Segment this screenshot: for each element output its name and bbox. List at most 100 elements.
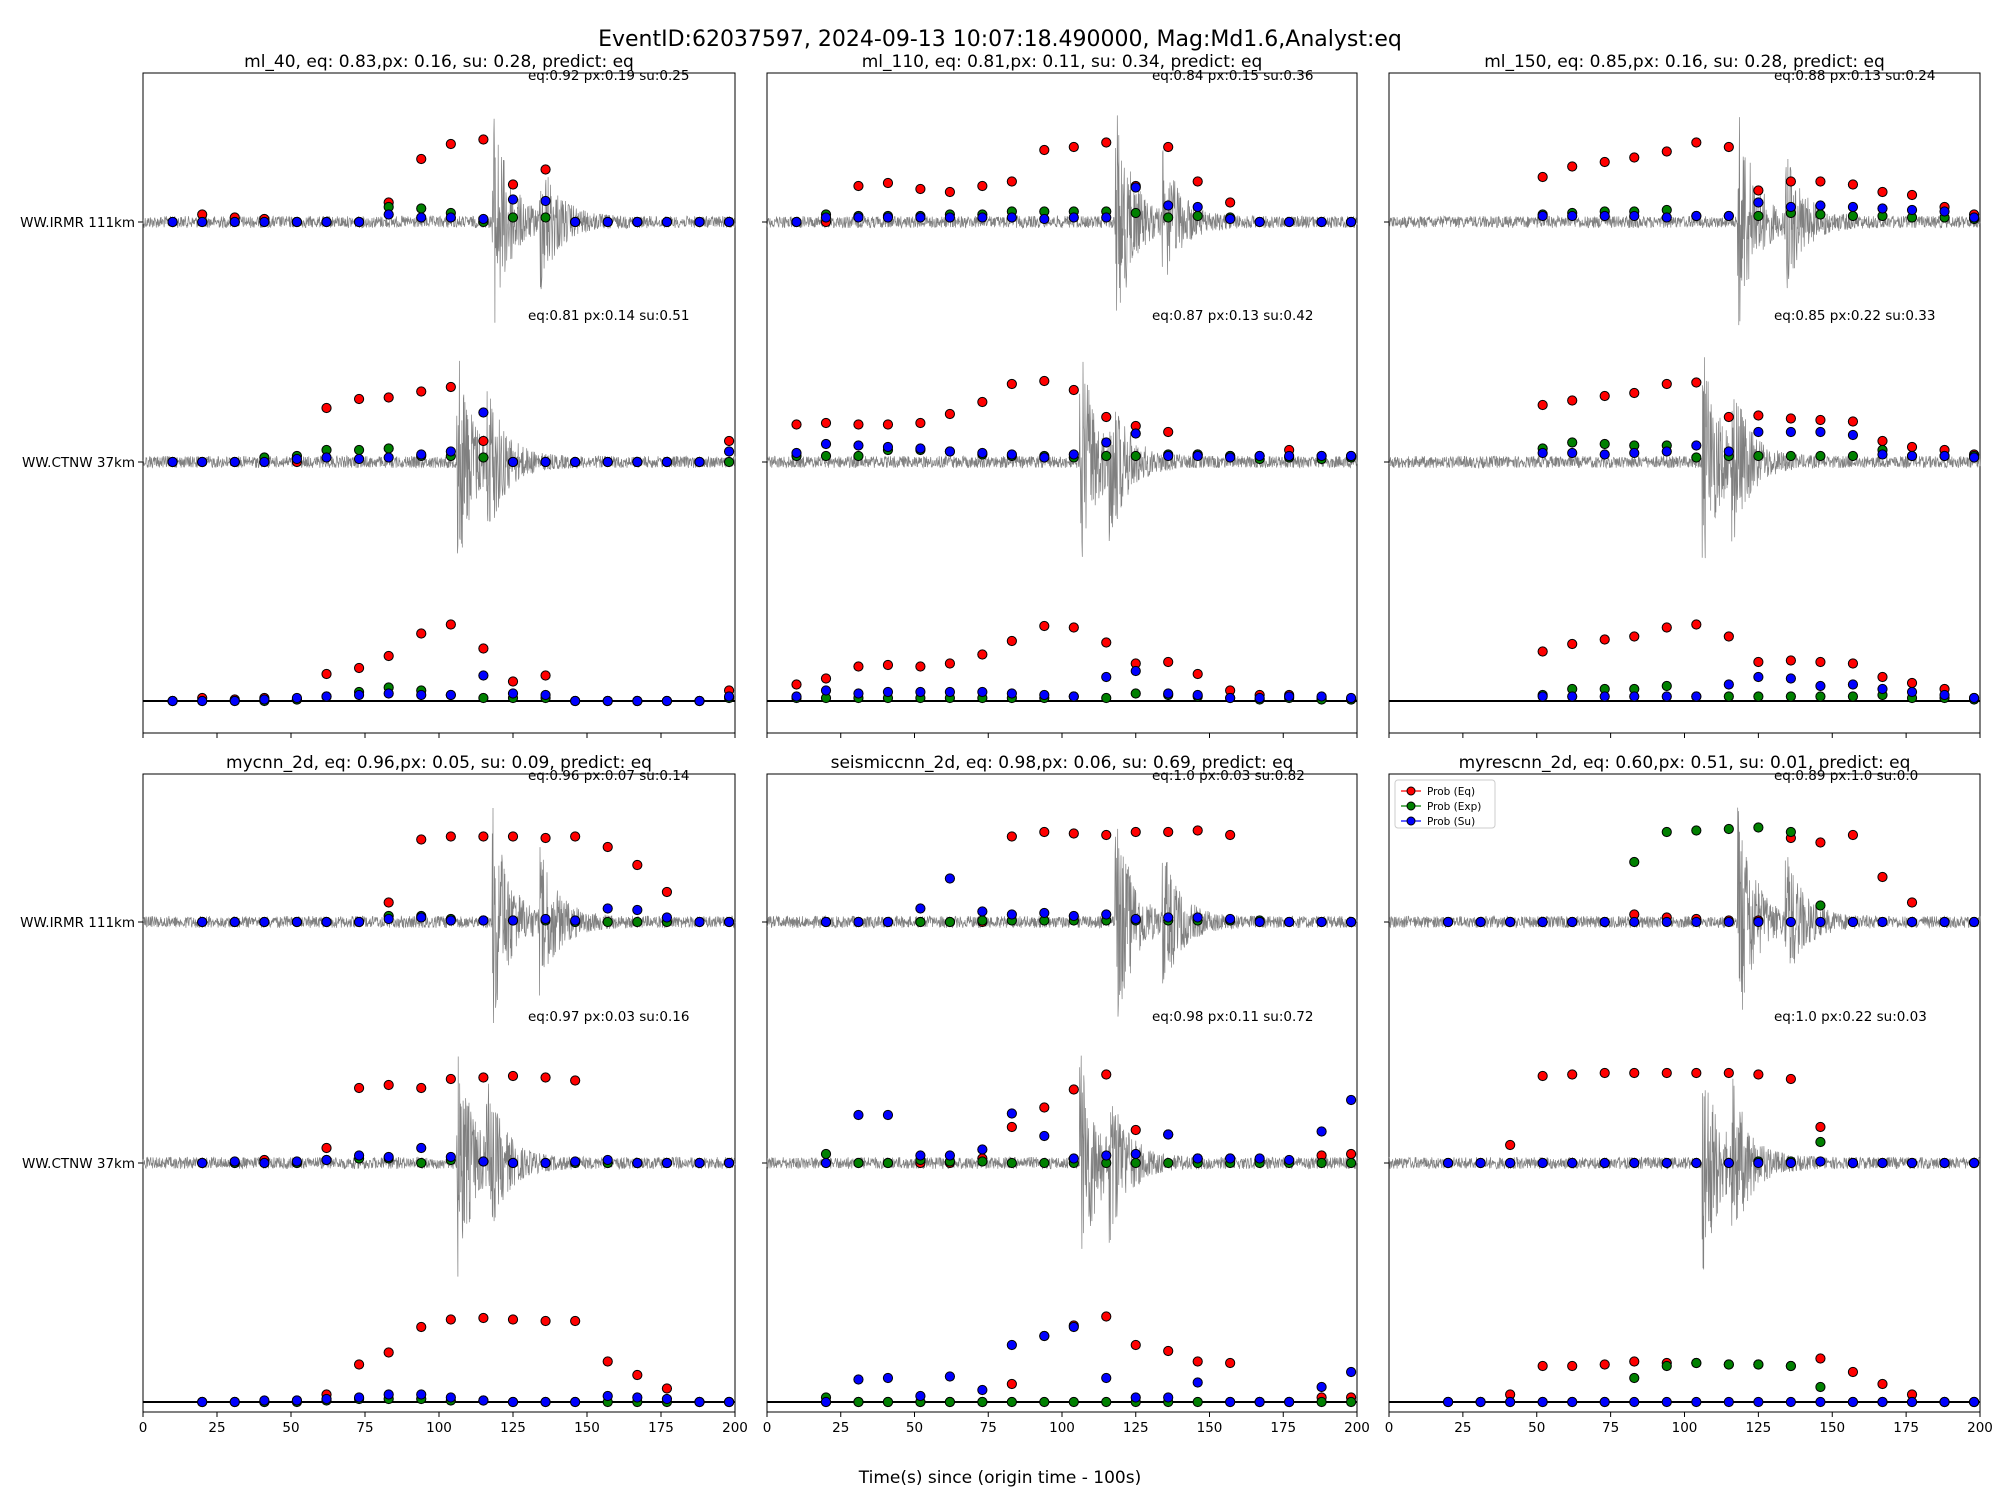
su-prob-point — [1192, 689, 1203, 701]
panel-title: ml_110, eq: 0.81,px: 0.11, su: 0.34, pre… — [862, 52, 1263, 72]
su-prob-point — [820, 438, 832, 450]
su-prob-point — [1661, 916, 1672, 928]
eq-prob-point — [416, 153, 427, 165]
su-prob-point — [791, 691, 802, 702]
su-prob-point — [1968, 452, 1980, 463]
su-prob-point — [229, 456, 240, 468]
su-prob-point — [1599, 1157, 1610, 1169]
axes-frame — [766, 773, 1358, 1413]
eq-prob-point — [1691, 619, 1702, 630]
exp-prob-point — [820, 1148, 832, 1160]
eq-prob-point — [478, 1072, 489, 1083]
exp-prob-point — [1785, 1360, 1796, 1372]
waveform-trace — [1388, 1078, 1981, 1270]
su-prob-point — [540, 1396, 551, 1408]
su-prob-point — [291, 1156, 303, 1167]
eq-prob-point — [602, 1356, 613, 1367]
exp-prob-point — [853, 1157, 864, 1169]
su-prob-point — [1039, 907, 1050, 919]
exp-prob-point — [1316, 1157, 1327, 1169]
su-prob-point — [1723, 210, 1734, 222]
eq-prob-point — [1006, 176, 1017, 187]
su-prob-point — [570, 915, 581, 926]
exp-prob-point — [1753, 822, 1764, 833]
su-prob-point — [1346, 216, 1357, 228]
exp-prob-point — [1691, 825, 1702, 836]
su-prob-point — [1968, 1157, 1980, 1169]
su-prob-point — [1163, 450, 1174, 462]
su-prob-point — [259, 1157, 270, 1169]
exp-prob-point — [383, 443, 394, 454]
su-prob-point — [1661, 691, 1672, 702]
panel-title: seismiccnn_2d, eq: 0.98,px: 0.06, su: 0.… — [831, 753, 1294, 773]
su-prob-point — [353, 916, 365, 928]
eq-prob-point — [507, 1314, 519, 1325]
eq-prob-point — [1163, 141, 1174, 153]
su-prob-point — [478, 670, 489, 681]
su-prob-point — [1629, 1157, 1640, 1169]
eq-prob-point — [944, 186, 956, 198]
su-prob-point — [820, 916, 832, 928]
eq-prob-point — [1599, 1067, 1610, 1079]
su-prob-point — [694, 916, 705, 928]
eq-prob-point — [1815, 1353, 1826, 1364]
su-prob-point — [383, 209, 394, 220]
su-prob-point — [1629, 691, 1640, 702]
su-prob-point — [445, 1392, 456, 1403]
su-prob-point — [977, 906, 988, 917]
eq-prob-point — [1691, 1067, 1702, 1079]
panel: myrescnn_2d, eq: 0.60,px: 0.51, su: 0.01… — [1384, 753, 1993, 1436]
su-prob-point — [1939, 916, 1950, 928]
su-prob-point — [1599, 1396, 1610, 1408]
su-prob-point — [1163, 1129, 1174, 1140]
su-prob-point — [1906, 1157, 1918, 1169]
exp-prob-point — [1815, 209, 1826, 220]
x-tick-label: 150 — [1819, 1420, 1845, 1436]
exp-prob-point — [1006, 1396, 1017, 1408]
su-prob-point — [977, 1384, 988, 1396]
su-prob-point — [602, 1390, 613, 1402]
eq-prob-point — [1039, 144, 1050, 156]
su-prob-point — [602, 903, 613, 914]
exp-prob-point — [416, 203, 427, 214]
su-prob-point — [507, 194, 519, 205]
su-prob-point — [1567, 1396, 1578, 1408]
exp-prob-point — [1785, 691, 1796, 702]
su-prob-point — [291, 1395, 303, 1406]
su-prob-point — [1877, 1396, 1888, 1408]
row-stats: eq:0.89 px:1.0 su:0.0 — [1774, 768, 1918, 784]
eq-prob-point — [915, 183, 926, 195]
su-prob-point — [853, 688, 864, 699]
su-prob-point — [1254, 1396, 1265, 1408]
axes-frame — [142, 773, 736, 1413]
eq-prob-point — [853, 661, 864, 672]
eq-prob-point — [853, 180, 864, 192]
eq-prob-point — [1192, 668, 1203, 680]
eq-prob-point — [1661, 146, 1672, 157]
x-tick-label: 200 — [722, 1420, 748, 1436]
su-prob-point — [1130, 428, 1141, 439]
su-prob-point — [197, 1157, 208, 1169]
su-prob-point — [853, 1109, 864, 1121]
eq-prob-point — [1039, 1102, 1050, 1113]
eq-prob-point — [1537, 399, 1548, 411]
su-prob-point — [291, 692, 303, 704]
su-prob-point — [478, 1395, 489, 1406]
su-prob-point — [661, 1393, 673, 1405]
su-prob-point — [1785, 673, 1796, 684]
eq-prob-point — [1130, 1124, 1141, 1136]
eq-prob-point — [1629, 1067, 1640, 1079]
su-prob-point — [1968, 212, 1980, 223]
su-prob-point — [1661, 1157, 1672, 1169]
x-tick-label: 175 — [1270, 1420, 1296, 1436]
eq-prob-point — [791, 679, 802, 690]
legend-label: Prob (Su) — [1427, 816, 1475, 828]
eq-prob-point — [540, 164, 551, 175]
su-prob-point — [694, 456, 705, 468]
x-axis-label: Time(s) since (origin time - 100s) — [858, 1468, 1141, 1488]
su-prob-point — [416, 912, 427, 923]
row-stats: eq:0.96 px:0.07 su:0.14 — [528, 768, 689, 784]
su-prob-point — [540, 456, 551, 468]
su-prob-point — [540, 913, 551, 925]
su-prob-point — [1254, 450, 1265, 462]
